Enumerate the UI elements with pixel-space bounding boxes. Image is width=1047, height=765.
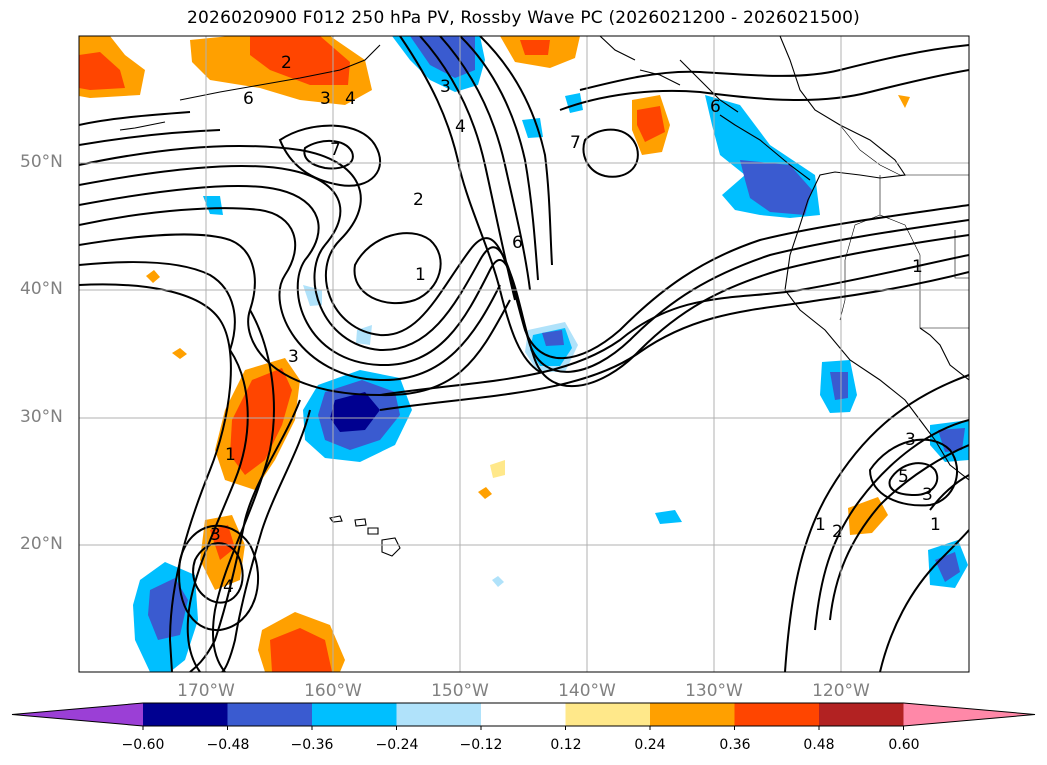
lat-label-20: 20°N (20, 534, 63, 554)
contour-label: 7 (330, 140, 341, 160)
lat-label-50: 50°N (20, 152, 63, 172)
colorbar-bin (312, 703, 397, 726)
lon-label-140w: 140°W (558, 681, 616, 701)
contour-label: 3 (922, 485, 933, 505)
pv-shading (79, 36, 969, 672)
colorbar-extend-max (903, 703, 1035, 726)
colorbar-tick-label: −0.24 (375, 737, 419, 753)
contour-label: 1 (415, 265, 426, 285)
contour-label: 2 (832, 522, 843, 542)
colorbar-bin (227, 703, 313, 726)
colorbar-tick-label: 0.36 (719, 737, 751, 753)
colorbar-tick-label: 0.48 (803, 737, 835, 753)
contour-label: 6 (512, 233, 523, 253)
contour-label: 4 (345, 89, 356, 109)
graticule (79, 36, 969, 672)
contour-label: 6 (243, 89, 254, 109)
contour-label: 1 (815, 515, 826, 535)
colorbar-bin (650, 703, 735, 726)
coastlines (119, 36, 969, 557)
colorbar-bin (481, 703, 566, 726)
contour-label: 1 (930, 515, 941, 535)
contour-label: 6 (710, 97, 721, 117)
lon-label-170w: 170°W (177, 681, 235, 701)
colorbar-bin (734, 703, 820, 726)
contour-label: 3 (320, 89, 331, 109)
colorbar-tick-label: 0.60 (888, 737, 920, 753)
contour-label: 3 (210, 525, 221, 545)
map-title: 2026020900 F012 250 hPa PV, Rossby Wave … (187, 8, 860, 28)
contour-label: 4 (223, 577, 234, 597)
lat-label-40: 40°N (20, 279, 63, 299)
contour-label: 1 (225, 445, 236, 465)
colorbar-bin (819, 703, 904, 726)
colorbar-bin (396, 703, 482, 726)
colorbar-extend-min (12, 703, 143, 726)
contour-label: 3 (440, 77, 451, 97)
colorbar-tick-label: −0.48 (206, 737, 250, 753)
contour-label: 2 (413, 190, 424, 210)
colorbar-bin (143, 703, 228, 726)
map-frame (78, 35, 970, 673)
colorbar-tick-label: −0.60 (121, 737, 165, 753)
colorbar-tick-label: −0.12 (459, 737, 503, 753)
contour-labels: 2 6 3 4 7 3 4 2 1 6 7 6 1 3 1 3 4 1 2 3 … (210, 53, 941, 597)
lon-label-160w: 160°W (304, 681, 362, 701)
contour-label: 4 (455, 117, 466, 137)
colorbar-tick-label: 0.24 (634, 737, 666, 753)
colorbar-tick-label: −0.36 (290, 737, 334, 753)
lat-label-30: 30°N (20, 407, 63, 427)
pv-contours (79, 36, 969, 672)
contour-label: 1 (912, 257, 923, 277)
lon-label-150w: 150°W (431, 681, 489, 701)
colorbar-bin (565, 703, 651, 726)
contour-label: 5 (898, 467, 909, 487)
colorbar-tick-label: 0.12 (550, 737, 582, 753)
contour-label: 2 (281, 53, 292, 73)
contour-label: 7 (570, 133, 581, 153)
contour-label: 3 (288, 347, 299, 367)
lon-label-130w: 130°W (685, 681, 743, 701)
contour-label: 3 (905, 430, 916, 450)
colorbar (11, 702, 1036, 730)
lon-label-120w: 120°W (812, 681, 870, 701)
